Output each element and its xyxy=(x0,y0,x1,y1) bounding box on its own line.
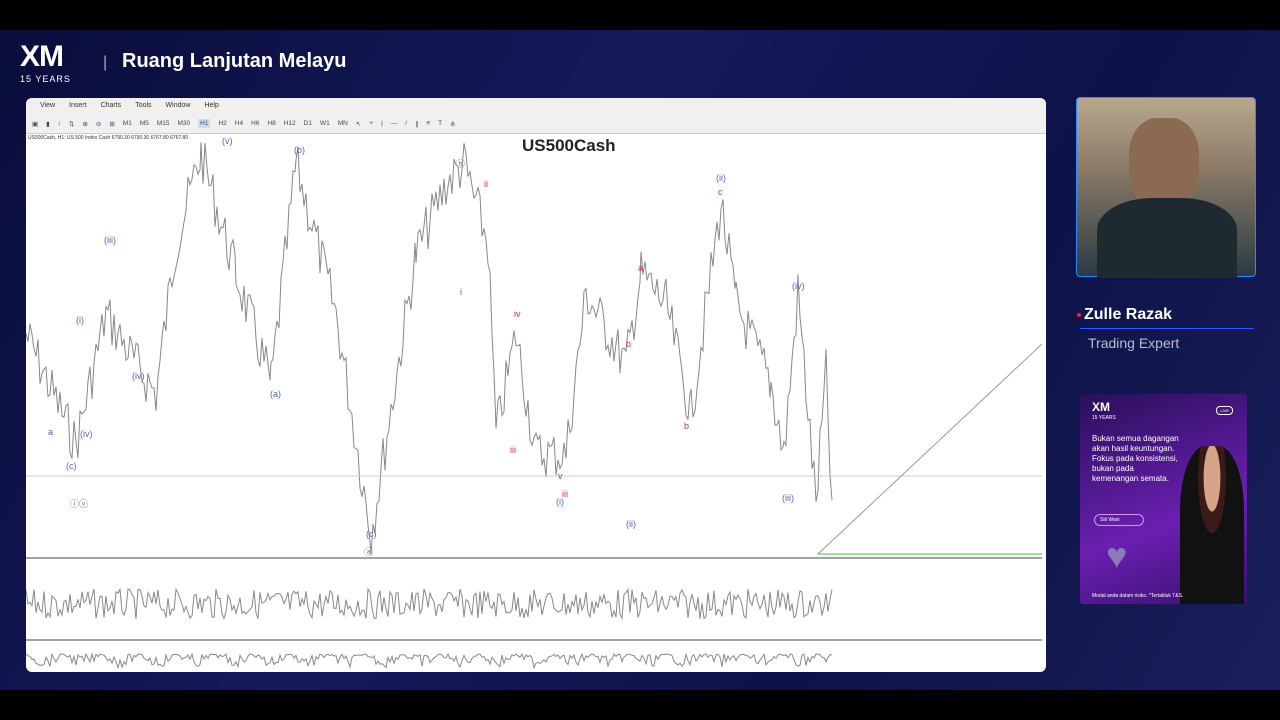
drawing-tool-icon-3[interactable]: — xyxy=(390,120,398,127)
timeframe-m30[interactable]: M30 xyxy=(177,120,191,127)
chart-title: US500Cash xyxy=(522,136,616,155)
ad-disclaimer: Modal anda dalam risiko. *Tertakluk T&S. xyxy=(1092,593,1184,599)
chart-canvas xyxy=(26,142,1043,670)
price-line xyxy=(26,142,833,555)
menu-window[interactable]: Window xyxy=(165,102,191,109)
presenter-role: Trading Expert xyxy=(1088,335,1180,351)
wave-label: (iii) xyxy=(104,235,116,245)
menu-bar: View Insert Charts Tools Window Help xyxy=(26,98,1046,114)
drawing-tool-icon-6[interactable]: ≡ xyxy=(426,120,431,127)
oscillator-2-line xyxy=(26,652,833,670)
wave-label: (iii) xyxy=(782,493,794,503)
wave-label: ⓐ xyxy=(364,547,374,557)
wave-label: a xyxy=(638,263,644,273)
timeframe-m1[interactable]: M1 xyxy=(122,120,132,127)
wave-label: iii xyxy=(562,489,568,499)
wave-label: a xyxy=(48,427,54,437)
wave-label: i xyxy=(460,287,462,297)
drawing-tool-icon-4[interactable]: / xyxy=(405,120,408,127)
trend-line xyxy=(817,343,1043,555)
timeframe-d1[interactable]: D1 xyxy=(303,120,312,127)
wave-label: c xyxy=(718,187,723,197)
timeframe-h8[interactable]: H8 xyxy=(267,120,276,127)
timeframe-h1[interactable]: H1 xyxy=(198,119,211,128)
wave-label: (iv) xyxy=(792,281,805,291)
heart-icon: ♥ xyxy=(1106,535,1128,576)
drawing-tool-icon-0[interactable]: ↖ xyxy=(355,120,362,128)
logo-text: XM xyxy=(20,40,64,73)
wave-label: (c) xyxy=(366,529,377,539)
show-title: Ruang Lanjutan Melayu xyxy=(122,50,347,72)
ad-logo: XM xyxy=(1092,400,1110,414)
title-separator: | xyxy=(103,54,108,71)
timeframe-m15[interactable]: M15 xyxy=(156,120,170,127)
timeframe-h2[interactable]: H2 xyxy=(218,120,227,127)
drawing-tool-icon-2[interactable]: | xyxy=(381,120,383,127)
drawing-tool-icon-1[interactable]: + xyxy=(369,120,374,127)
wave-label: (iv) xyxy=(132,371,145,381)
wave-label: b xyxy=(684,421,690,431)
wave-label: iii xyxy=(510,445,516,455)
toolbar-icon-1[interactable]: ▮ xyxy=(46,120,50,128)
ad-headline: Bukan semua dagangan akan hasil keuntung… xyxy=(1092,434,1179,483)
wave-label: (i) xyxy=(76,315,84,325)
ad-badge: LIVE xyxy=(1216,406,1233,415)
menu-insert[interactable]: Insert xyxy=(69,102,87,109)
wave-label: (c) xyxy=(66,461,77,471)
menu-charts[interactable]: Charts xyxy=(100,102,122,109)
wave-label: ⓘⓥ xyxy=(70,499,89,509)
wave-label: iv xyxy=(514,309,521,319)
toolbar-icon-5[interactable]: ⊖ xyxy=(95,120,102,128)
toolbar-icon-4[interactable]: ⊕ xyxy=(82,120,88,128)
timeframe-h12[interactable]: H12 xyxy=(283,120,296,127)
presenter-head xyxy=(1129,118,1199,208)
divider xyxy=(1080,328,1254,329)
timeframe-mn[interactable]: MN xyxy=(337,120,348,127)
oscillator-line xyxy=(26,587,833,621)
wave-label: (b) xyxy=(294,145,305,155)
presenter-body xyxy=(1097,198,1237,278)
wave-label: (ii) xyxy=(626,519,636,529)
timeframe-h4[interactable]: H4 xyxy=(234,120,244,127)
timeframe-h6[interactable]: H6 xyxy=(251,120,260,127)
wave-label: (a) xyxy=(270,389,281,399)
live-dot-icon xyxy=(1077,313,1081,317)
ad-logo-years: 15 YEARS xyxy=(1092,415,1116,421)
wave-label: (iv) xyxy=(80,429,93,439)
wave-label: (i) xyxy=(556,497,564,507)
wave-label: b xyxy=(626,339,632,349)
menu-help[interactable]: Help xyxy=(204,102,219,109)
drawing-tool-icon-7[interactable]: T xyxy=(438,120,443,127)
wave-label: ii xyxy=(484,179,488,189)
toolbar-icon-3[interactable]: ⇅ xyxy=(68,120,75,128)
chart-info: US500Cash, H1: US 500 Index Cash 6790.30… xyxy=(28,135,189,141)
timeframe-m5[interactable]: M5 xyxy=(139,120,149,127)
ad-person-name: Siti Wani xyxy=(1094,514,1144,526)
toolbar-icon-0[interactable]: ▣ xyxy=(32,120,39,128)
xm-logo: XM 15 YEARS xyxy=(20,40,71,84)
wave-label: (ii) xyxy=(716,173,726,183)
broadcast-stage: XM 15 YEARS | Ruang Lanjutan Melayu View… xyxy=(0,30,1280,690)
wave-label: v xyxy=(558,471,563,481)
toolbar-icon-2[interactable]: ↕ xyxy=(57,120,61,127)
wave-label: ⓑ xyxy=(456,159,466,169)
logo-years: 15 YEARS xyxy=(20,74,71,84)
drawing-tool-icon-5[interactable]: ∥ xyxy=(415,120,419,128)
drawing-tool-icon-8[interactable]: ⋔ xyxy=(450,120,456,128)
menu-view[interactable]: View xyxy=(40,102,56,109)
timeframe-w1[interactable]: W1 xyxy=(319,120,330,127)
presenter-name: Zulle Razak xyxy=(1084,306,1173,323)
toolbar-icon-6[interactable]: ⊞ xyxy=(109,120,115,128)
ad-person-image xyxy=(1180,446,1244,604)
toolbar: ▣ ▮ ↕ ⇅ ⊕ ⊖ ⊞ M1 M5 M15 M30 H1 H2 H4 H6 H8 H12 D1 W1 MN ↖ + | —… xyxy=(26,114,1046,134)
trading-platform-window: View Insert Charts Tools Window Help ▣ ▮ ↕ ⇅ ⊕ ⊖ ⊞ M… xyxy=(26,98,1046,672)
price-chart[interactable]: US500Cash, H1: US 500 Index Cash 6790.30… xyxy=(26,134,1043,672)
menu-tools[interactable]: Tools xyxy=(135,102,152,109)
ad-banner[interactable]: XM 15 YEARS LIVE Bukan semua dagangan ak… xyxy=(1080,394,1247,604)
presenter-video xyxy=(1076,97,1256,278)
wave-label: (v) xyxy=(222,136,233,146)
